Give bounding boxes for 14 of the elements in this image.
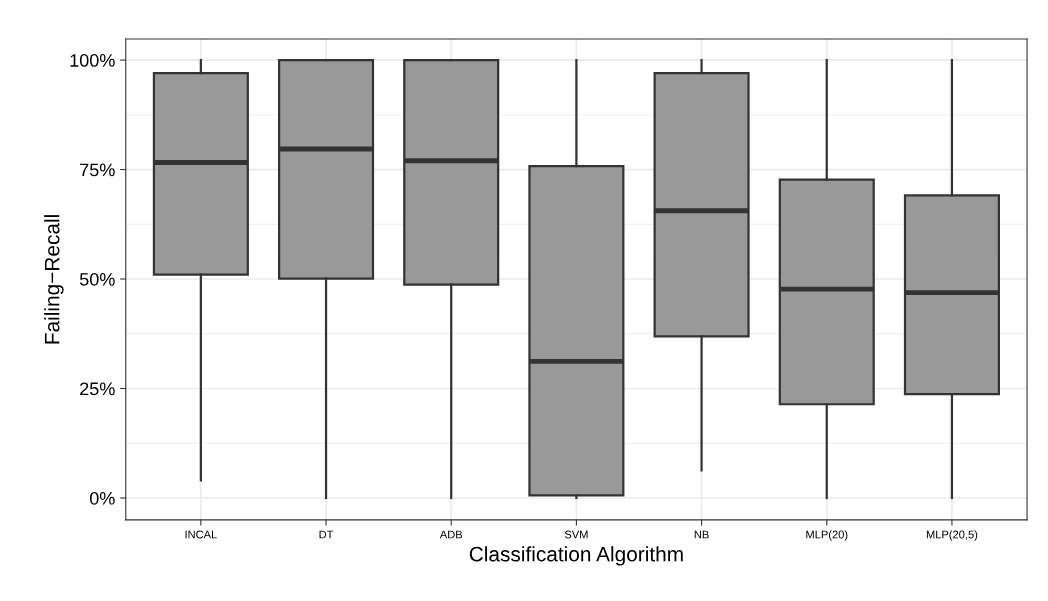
y-tick-label: 100% xyxy=(70,54,115,67)
x-tick-label: MLP(20) xyxy=(806,530,848,541)
y-tick-label: 50% xyxy=(79,272,115,286)
x-tick-label: SVM xyxy=(564,530,588,539)
x-tick-label: MLP(20,5) xyxy=(926,530,978,541)
x-tick-label: NB xyxy=(694,530,709,539)
x-tick-label: INCAL xyxy=(185,530,217,539)
x-tick-label: DT xyxy=(319,530,334,539)
x-axis-title: Classification Algorithm xyxy=(469,546,683,566)
y-tick-label: 0% xyxy=(89,491,115,505)
y-tick-label: 25% xyxy=(80,382,115,396)
y-axis-title: Failing−Recall xyxy=(44,215,64,344)
x-tick-label: ADB xyxy=(439,530,463,539)
y-tick-label: 75% xyxy=(80,163,115,177)
